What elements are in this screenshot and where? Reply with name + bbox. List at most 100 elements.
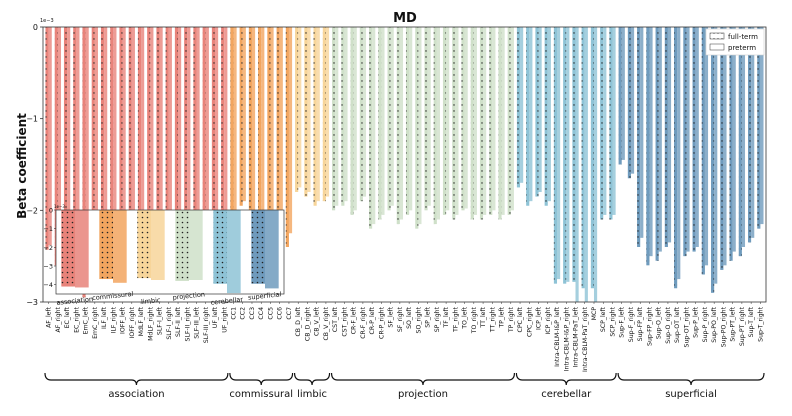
bar-dots-cr-p-left bbox=[369, 27, 373, 229]
bar-preterm-cr-f-left bbox=[353, 27, 357, 211]
bar-dots-ilf-right bbox=[110, 27, 114, 261]
bar-preterm-sf-right bbox=[399, 27, 404, 220]
bar-dots-ioff-right bbox=[128, 27, 132, 266]
group-brace-limbic bbox=[293, 372, 331, 386]
x-tick-label-sup-pt-right: Sup-PT_right bbox=[739, 306, 746, 346]
bar-dots-uf-left bbox=[211, 27, 216, 261]
bar-preterm-sp-right bbox=[436, 27, 440, 220]
bar-dots-tp-left bbox=[498, 27, 502, 220]
bar-preterm-ilf-left bbox=[104, 27, 108, 243]
x-tick-label-to-left: TO_left bbox=[462, 306, 469, 329]
bar-preterm-cr-p-right bbox=[381, 27, 385, 215]
bar-dots-cr-f-right bbox=[359, 27, 363, 202]
x-tick-label-scp-right: SCP_right bbox=[609, 306, 616, 336]
inset-axis-exponent: 1e−3 bbox=[54, 204, 65, 209]
bar-preterm-mdlf-left bbox=[141, 27, 145, 266]
bar-preterm-mcp bbox=[593, 27, 598, 302]
x-tick-label-af-left: AF_left bbox=[46, 306, 53, 327]
group-label-limbic: limbic bbox=[297, 389, 327, 400]
bar-preterm-cc1 bbox=[233, 27, 237, 229]
bar-preterm-tp-right bbox=[510, 27, 514, 211]
bar-dots-slf-ii-left bbox=[174, 27, 179, 246]
x-tick-label-ioff-right: IOFF_right bbox=[129, 306, 136, 338]
bar-dots-to-right bbox=[470, 27, 474, 220]
inset-y-tick-label: −2 bbox=[43, 244, 53, 252]
bar-preterm-sup-f-right bbox=[630, 27, 635, 174]
inset-bar-preterm-limbic bbox=[151, 210, 165, 280]
bar-preterm-slf-ii-left bbox=[178, 27, 182, 236]
group-label-association: association bbox=[108, 389, 164, 400]
bar-dots-cst-left bbox=[332, 27, 336, 211]
bar-preterm-ec-left bbox=[67, 27, 71, 254]
x-tick-label-cst-left: CST_left bbox=[332, 306, 339, 332]
y-tick-label: 0 bbox=[33, 23, 38, 32]
x-tick-label-to-right: TO_right bbox=[471, 306, 478, 334]
x-tick-label-emc-right: EmC_right bbox=[92, 306, 99, 338]
bar-dots-sup-t-right bbox=[757, 27, 761, 229]
legend: full-term preterm bbox=[705, 28, 765, 56]
bar-preterm-cst-right bbox=[344, 27, 348, 202]
x-tick-label-tt-left: TT_left bbox=[480, 306, 487, 328]
bar-dots-sp-right bbox=[433, 27, 437, 225]
x-tick-label-cc1: CC1 bbox=[230, 307, 237, 320]
bar-preterm-slf-i-right bbox=[168, 27, 172, 238]
bar-dots-uf-right bbox=[221, 27, 225, 229]
bar-dots-tt-right bbox=[489, 27, 493, 215]
bar-preterm-sup-po-right bbox=[723, 27, 727, 266]
bar-preterm-sup-ot-right bbox=[686, 27, 690, 252]
x-tick-label-scp-left: SCP_left bbox=[600, 306, 607, 332]
bar-preterm-sup-po-left bbox=[714, 27, 718, 284]
bar-dots-sup-fp-right bbox=[646, 27, 650, 266]
inset-bar-dots-association bbox=[61, 210, 75, 287]
x-tick-label-af-right: AF_right bbox=[55, 306, 62, 332]
bar-preterm-to-left bbox=[464, 27, 468, 209]
bar-preterm-tt-right bbox=[492, 27, 496, 211]
bar-preterm-cb-d-left bbox=[298, 27, 302, 188]
bar-dots-sf-right bbox=[396, 27, 400, 225]
bar-dots-cpc-right bbox=[526, 27, 530, 206]
bar-dots-sup-p-left bbox=[692, 27, 696, 252]
bar-dots-icp-right bbox=[544, 27, 548, 206]
x-tick-label-sf-right: SF_right bbox=[397, 306, 404, 332]
bar-dots-intra-cblm-i-p-left bbox=[553, 27, 558, 284]
bar-preterm-uf-left bbox=[215, 27, 219, 252]
x-tick-label-cc2: CC2 bbox=[240, 307, 247, 320]
x-tick-label-slf-iii-right: SLF-III_right bbox=[203, 306, 210, 343]
bar-preterm-af-left bbox=[48, 27, 52, 246]
bar-dots-cr-f-left bbox=[350, 27, 354, 215]
bar-dots-sup-ot-left bbox=[674, 27, 678, 289]
bar-preterm-sup-fp-right bbox=[649, 27, 653, 257]
x-tick-label-so-left: SO_left bbox=[406, 306, 413, 328]
bar-preterm-icp-right bbox=[547, 27, 551, 202]
x-tick-label-slf-iii-left: SLF-III_left bbox=[194, 306, 201, 338]
bar-preterm-sp-left bbox=[427, 27, 431, 206]
x-tick-label-tp-left: TP_left bbox=[499, 306, 506, 328]
x-tick-label-sup-fp-left: Sup-FP_left bbox=[637, 306, 644, 341]
bar-dots-sup-po-right bbox=[720, 27, 724, 270]
bar-preterm-sf-left bbox=[390, 27, 394, 206]
bar-preterm-cr-f-right bbox=[362, 27, 367, 197]
group-label-projection: projection bbox=[398, 389, 448, 400]
bar-preterm-sup-ot-left bbox=[677, 27, 681, 280]
bar-preterm-sup-t-right bbox=[760, 27, 764, 225]
bar-preterm-sup-t-left bbox=[751, 27, 755, 238]
bar-preterm-emc-right bbox=[94, 27, 98, 277]
bar-dots-af-left bbox=[45, 27, 49, 250]
bar-preterm-slf-ii-right bbox=[187, 27, 191, 258]
inset-group-label-association: association bbox=[56, 295, 93, 307]
bar-preterm-tt-left bbox=[483, 27, 487, 215]
bar-dots-sup-p-right bbox=[701, 27, 705, 275]
bar-preterm-sup-fp-left bbox=[640, 27, 644, 238]
bar-dots-cb-v-left bbox=[313, 27, 317, 206]
x-tick-label-sup-f-right: Sup-F_right bbox=[628, 306, 635, 342]
bar-dots-cb-v-right bbox=[322, 27, 326, 202]
bar-preterm-icp-left bbox=[538, 27, 542, 192]
x-tick-label-cc3: CC3 bbox=[249, 307, 256, 320]
y-tick-label: −1 bbox=[26, 115, 38, 124]
inset-bar-dots-projection bbox=[175, 210, 189, 281]
x-tick-label-sup-p-right: Sup-P_right bbox=[702, 306, 709, 342]
bar-preterm-intra-cblm-i-p-left bbox=[557, 27, 561, 280]
inset-bar-dots-commissural bbox=[99, 210, 113, 280]
bar-preterm-cc6 bbox=[279, 27, 283, 215]
